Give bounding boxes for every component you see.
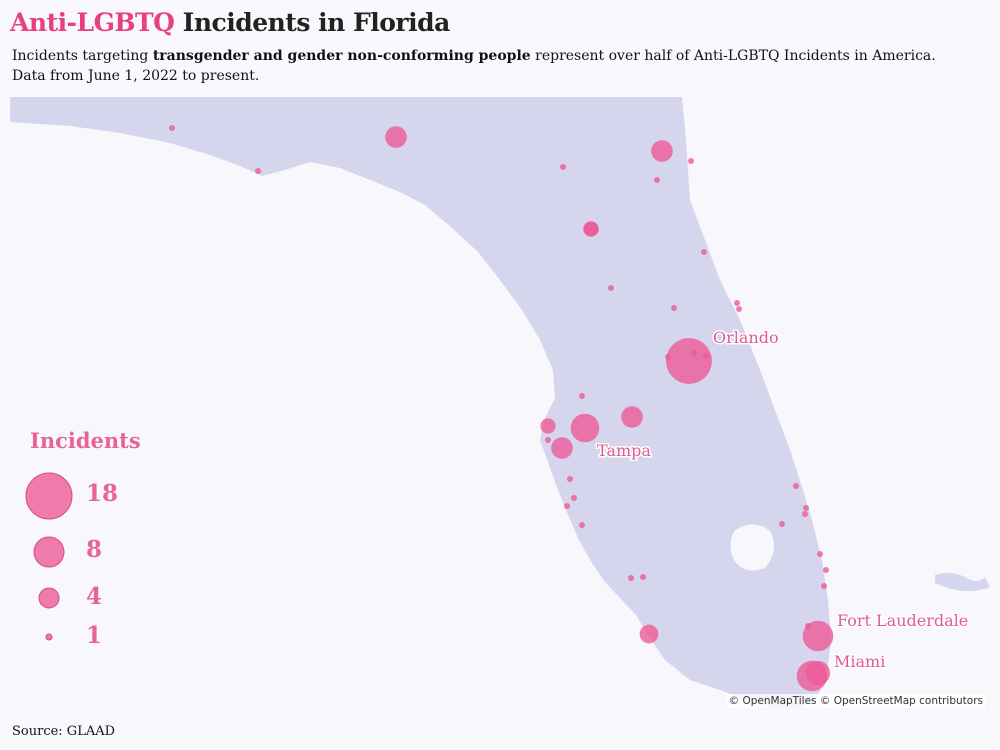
- subtitle-line2: Data from June 1, 2022 to present.: [12, 68, 260, 84]
- incident-bubble[interactable]: [805, 623, 811, 629]
- incident-bubble[interactable]: [805, 660, 831, 686]
- city-label-tampa: Tampa: [597, 441, 651, 460]
- incident-bubble[interactable]: [823, 567, 829, 573]
- incident-bubble[interactable]: [779, 521, 785, 527]
- cuba-bahamas: [935, 572, 990, 592]
- incident-bubble[interactable]: [564, 503, 570, 509]
- lake-okeechobee: [730, 524, 774, 571]
- incident-bubble[interactable]: [540, 418, 556, 434]
- legend-bubble-4: [38, 587, 60, 609]
- incident-bubble[interactable]: [169, 125, 175, 131]
- incident-bubble[interactable]: [654, 177, 660, 183]
- incident-bubble[interactable]: [703, 353, 709, 359]
- subtitle: Incidents targeting transgender and gend…: [12, 46, 936, 86]
- incident-bubble[interactable]: [736, 306, 742, 312]
- incident-bubble[interactable]: [671, 305, 677, 311]
- incident-bubble[interactable]: [579, 522, 585, 528]
- incident-bubble[interactable]: [255, 168, 261, 174]
- incident-bubble[interactable]: [734, 300, 740, 306]
- incident-bubble[interactable]: [802, 511, 808, 517]
- incident-bubble[interactable]: [802, 620, 834, 652]
- incident-bubble[interactable]: [571, 495, 577, 501]
- incident-bubble[interactable]: [639, 624, 659, 644]
- incident-bubble[interactable]: [817, 551, 823, 557]
- incident-bubble[interactable]: [665, 354, 671, 360]
- city-label-fort-lauderdale: Fort Lauderdale: [837, 611, 968, 630]
- incident-bubble[interactable]: [803, 505, 809, 511]
- subtitle-post: represent over half of Anti-LGBTQ Incide…: [530, 48, 936, 64]
- incident-bubble[interactable]: [608, 285, 614, 291]
- page-title: Anti-LGBTQ Incidents in Florida: [10, 8, 450, 37]
- incident-bubble[interactable]: [688, 158, 694, 164]
- city-labels: Orlando Tampa Fort Lauderdale Miami: [596, 327, 970, 673]
- incident-bubble[interactable]: [666, 338, 712, 384]
- land-florida: [10, 97, 831, 708]
- incident-bubble[interactable]: [583, 221, 599, 237]
- incident-bubble[interactable]: [579, 393, 585, 399]
- city-label-orlando: Orlando: [713, 328, 779, 347]
- incident-bubble[interactable]: [691, 350, 697, 356]
- incident-bubble[interactable]: [551, 437, 573, 459]
- incident-bubble[interactable]: [628, 575, 634, 581]
- legend-label-1: 1: [86, 622, 103, 649]
- legend-label-8: 8: [86, 536, 103, 563]
- legend-bubble-8: [33, 536, 65, 568]
- subtitle-bold: transgender and gender non-conforming pe…: [152, 48, 531, 64]
- incident-bubble[interactable]: [570, 413, 600, 443]
- incident-bubble[interactable]: [385, 126, 407, 148]
- legend-bubbles: [25, 472, 73, 641]
- title-highlight: Anti-LGBTQ: [10, 8, 175, 37]
- incident-bubble[interactable]: [821, 583, 827, 589]
- incident-bubble[interactable]: [560, 164, 566, 170]
- legend-title: Incidents: [30, 428, 141, 453]
- incident-bubble[interactable]: [640, 574, 646, 580]
- legend-label-18: 18: [86, 480, 119, 507]
- source-note: Source: GLAAD: [12, 724, 116, 739]
- incident-bubble[interactable]: [701, 249, 707, 255]
- city-label-miami: Miami: [834, 652, 885, 671]
- legend-label-4: 4: [86, 583, 103, 610]
- incident-bubble[interactable]: [567, 476, 573, 482]
- incident-bubbles: [169, 125, 834, 692]
- legend-bubble-18: [25, 472, 73, 520]
- incident-bubble[interactable]: [793, 483, 799, 489]
- subtitle-pre: Incidents targeting: [12, 48, 153, 64]
- map-attribution[interactable]: © OpenMapTiles © OpenStreetMap contribut…: [725, 694, 986, 708]
- title-rest: Incidents in Florida: [174, 8, 451, 37]
- incident-bubble[interactable]: [651, 140, 673, 162]
- legend-bubble-1: [45, 633, 53, 641]
- incident-bubble[interactable]: [545, 437, 551, 443]
- incident-bubble[interactable]: [621, 406, 643, 428]
